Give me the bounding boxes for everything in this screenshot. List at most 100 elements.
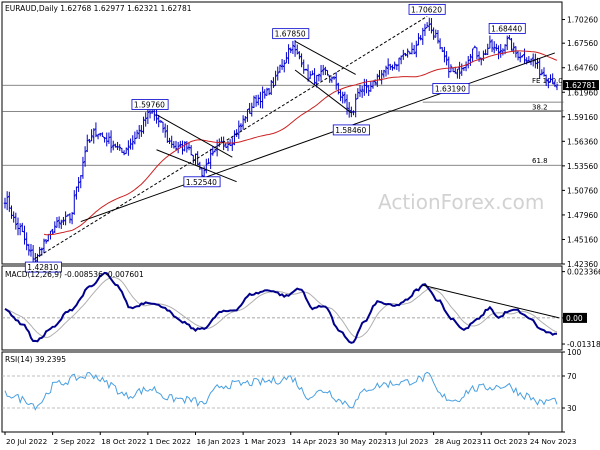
x-tick-label: 2 Sep 2022 [54,437,96,446]
ohlc-bar [265,87,269,96]
ohlc-bar [161,121,165,133]
rsi-tick-label: 70 [567,372,577,381]
ohlc-bar [241,115,245,130]
macd-zero-label: 0.00 [566,314,583,323]
swing-label-box [432,83,470,94]
swing-label: 1.68440 [491,24,522,33]
rsi-panel-frame [1,351,563,433]
ohlc-bar [118,144,122,151]
ohlc-bar [127,140,130,156]
ohlc-bar [282,59,286,73]
macd-signal-line [4,276,558,339]
swing-label-box [332,124,370,136]
ohlc-bar [27,243,31,256]
level-label: 38.2 [532,104,548,112]
ohlc-bar [471,48,474,63]
ohlc-bar [131,135,135,150]
ohlc-bar [276,66,280,81]
swing-label: 1.67850 [275,30,306,39]
ohlc-bar [473,45,477,49]
ohlc-bar [81,156,85,179]
ohlc-bar [101,132,104,137]
x-tick-label: 1 Dec 2022 [149,437,191,446]
ohlc-bar [544,74,548,87]
trendline [294,69,352,114]
ohlc-bar [295,44,299,55]
ohlc-bar [354,93,357,118]
ohlc-bar [402,49,405,60]
ohlc-bar [51,228,54,235]
ohlc-bar [306,64,310,82]
ohlc-bar [345,94,349,115]
ohlc-bar [430,17,433,34]
ohlc-bar [360,85,364,98]
price-tick-label: 1.50760 [567,186,598,195]
ohlc-bar [538,58,541,80]
ohlc-bar [404,52,407,57]
ohlc-bar [499,43,503,58]
ohlc-bar [280,59,284,70]
ohlc-bar [313,68,316,86]
ohlc-bar [341,91,344,104]
ohlc-bar [321,64,325,76]
current-price-label: 1.62781 [565,81,596,90]
price-panel-frame [1,1,563,265]
ohlc-bar [92,128,96,144]
ohlc-bar [287,44,290,64]
ohlc-bar [68,213,72,224]
ohlc-bar [510,38,513,51]
ohlc-bar [183,141,186,152]
ohlc-bar [239,123,243,132]
ohlc-bar [289,47,293,54]
ohlc-bar [445,51,448,66]
ohlc-bar [389,63,392,71]
macd-line [4,271,557,344]
ohlc-bar [23,225,26,245]
ohlc-bar [278,64,282,74]
rsi-header: RSI(14) 39.2395 [5,355,66,364]
price-tick-label: 1.59160 [567,113,598,122]
trendline [156,114,233,158]
ohlc-bar [246,109,249,122]
ohlc-bar [384,65,388,77]
watermark: ActionForex.com [378,190,544,214]
ohlc-bar [456,68,459,79]
x-tick-label: 16 Jan 2023 [196,437,240,446]
ohlc-bar [427,17,431,31]
ohlc-bar [300,53,303,68]
ohlc-bars [3,17,559,266]
ohlc-bar [157,114,160,128]
swing-label-box [131,99,169,110]
swing-label-box [24,261,62,273]
ohlc-bar [211,146,215,156]
ohlc-bar [137,125,141,139]
ohlc-bar [53,221,57,233]
ohlc-bar [514,46,518,58]
ohlc-bar [62,216,65,226]
trendline [294,40,356,75]
ohlc-bar [114,143,117,148]
ohlc-bar [432,27,435,40]
x-tick-label: 14 Apr 2023 [292,437,337,446]
macd-header: MACD(12,26,9) -0.008536 -0.007601 [5,270,144,279]
price-tick-label: 1.47960 [567,211,598,220]
swing-label-box [272,28,310,40]
moving-average-line [43,50,558,236]
swing-label: 1.58460 [335,126,366,135]
ohlc-bar [484,49,487,56]
trendline [35,15,428,259]
ohlc-bar [57,216,61,229]
x-tick-label: 24 Nov 2023 [530,437,577,446]
ohlc-bar [382,69,386,78]
price-tick-label: 1.45160 [567,235,598,244]
rsi-tick-label: 100 [567,348,582,357]
ohlc-bar [443,46,446,63]
ohlc-bar [334,72,338,90]
ohlc-bar [124,147,128,154]
ohlc-bar [109,130,113,153]
macd-tick-label: -0.013186 [567,340,600,349]
level-label: 61.8 [532,157,548,165]
rsi-tick-label: 30 [567,404,577,413]
swing-label-box [488,23,526,34]
price-tick-label: 1.42360 [567,260,598,269]
